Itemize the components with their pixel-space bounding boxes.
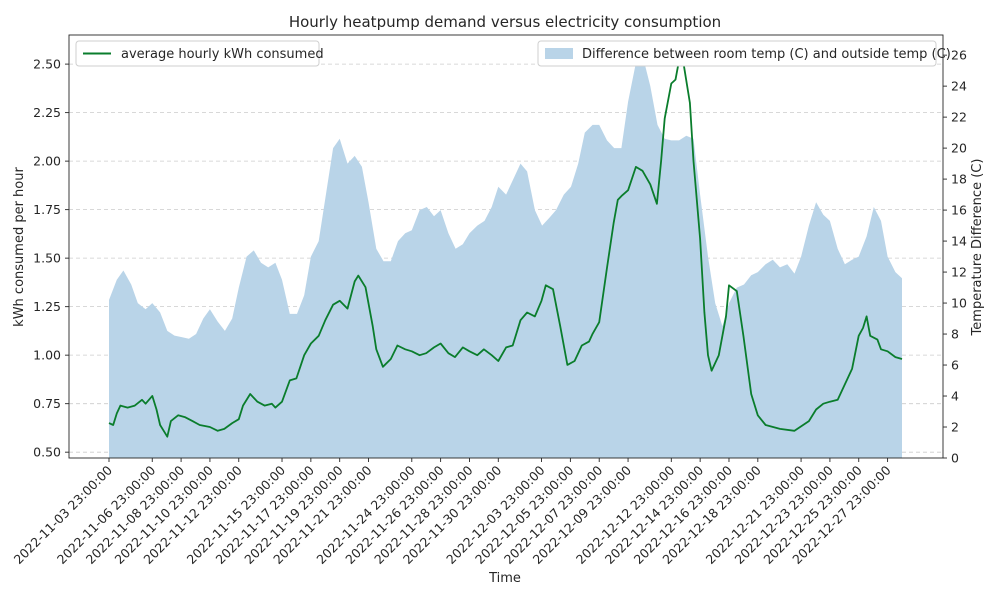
right-y-tick-label: 0 (951, 451, 959, 466)
left-y-tick-label: 2.25 (33, 105, 61, 120)
right-y-tick-label: 6 (951, 358, 959, 373)
left-y-tick-label: 0.75 (33, 396, 61, 411)
left-y-tick-label: 2.50 (33, 57, 61, 72)
right-y-tick-label: 12 (951, 265, 967, 280)
right-y-tick-label: 20 (951, 141, 967, 156)
right-y-tick-label: 16 (951, 203, 967, 218)
line-series (108, 57, 903, 438)
left-y-tick-label: 1.50 (33, 251, 61, 266)
right-y-tick-label: 2 (951, 420, 959, 435)
left-y-tick-label: 1.75 (33, 202, 61, 217)
left-y-tick-label: 2.00 (33, 154, 61, 169)
left-y-tick-label: 1.00 (33, 348, 61, 363)
right-y-axis-label: Temperature Difference (C) (970, 159, 985, 337)
right-y-tick-label: 8 (951, 327, 959, 342)
area-series (109, 55, 902, 458)
legend-area-frame (537, 40, 937, 67)
right-y-tick-label: 24 (951, 79, 967, 94)
x-axis-label: Time (488, 571, 521, 586)
right-y-tick-label: 22 (951, 110, 967, 125)
right-y-tick-label: 4 (951, 389, 959, 404)
left-y-axis: 0.50 0.75 1.00 1.25 1.50 1.75 2.00 2.25 2.50 (33, 57, 69, 460)
left-y-axis-label: kWh consumed per hour (12, 167, 27, 327)
right-y-tick-label: 10 (951, 296, 967, 311)
legend-line: average hourly kWh consumed (75, 40, 324, 67)
right-y-tick-label: 18 (951, 172, 967, 187)
left-y-tick-label: 1.25 (33, 299, 61, 314)
chart-title: Hourly heatpump demand versus electricit… (289, 13, 721, 31)
kwh-consumed-line (108, 57, 903, 438)
right-y-tick-label: 26 (951, 48, 967, 63)
legend-area: Difference between room temp (C) and out… (537, 40, 951, 67)
legend-line-frame (75, 40, 320, 67)
legend-area-swatch (545, 48, 573, 59)
plot-frame (68, 34, 944, 459)
legend-area-label: Difference between room temp (C) and out… (582, 47, 951, 62)
left-y-tick-label: 0.50 (33, 445, 61, 460)
temperature-difference-area (109, 55, 902, 458)
legend-line-label: average hourly kWh consumed (121, 47, 324, 62)
right-y-tick-label: 14 (951, 234, 967, 249)
